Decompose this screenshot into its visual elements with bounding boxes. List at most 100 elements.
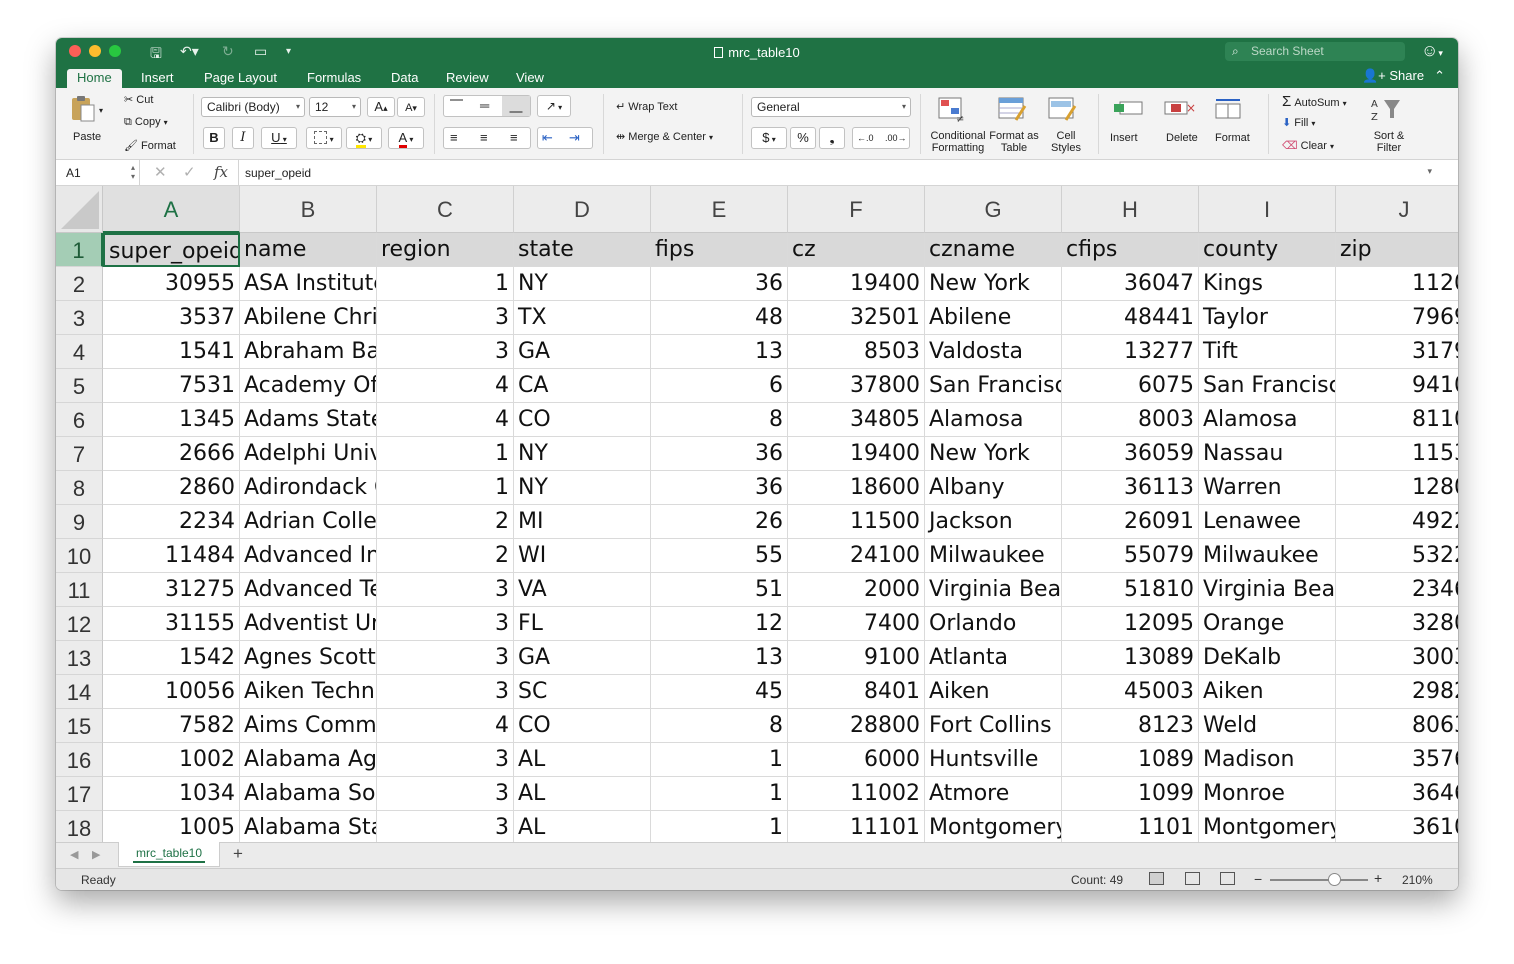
column-header-g[interactable]: G: [925, 186, 1062, 233]
table-cell[interactable]: Adrian Colleg: [240, 505, 377, 539]
fill-color-button[interactable]: ⛭ ▾: [346, 127, 382, 149]
table-cell[interactable]: Lenawee: [1199, 505, 1336, 539]
tab-review[interactable]: Review: [446, 70, 489, 85]
table-cell[interactable]: FL: [514, 607, 651, 641]
table-cell[interactable]: 13089: [1062, 641, 1199, 675]
table-cell[interactable]: 1541: [103, 335, 240, 369]
table-cell[interactable]: Jackson: [925, 505, 1062, 539]
zoom-in-button[interactable]: +: [1374, 870, 1383, 886]
table-cell[interactable]: 7400: [788, 607, 925, 641]
table-cell[interactable]: Nassau: [1199, 437, 1336, 471]
table-cell[interactable]: Montgomery: [1199, 811, 1336, 842]
comma-style-button[interactable]: ❟: [819, 127, 845, 149]
table-cell[interactable]: 36: [651, 437, 788, 471]
table-cell[interactable]: 36113: [1062, 471, 1199, 505]
previous-sheet-icon[interactable]: ◀: [70, 849, 79, 861]
table-cell[interactable]: TX: [514, 301, 651, 335]
table-cell[interactable]: San Francisco: [1199, 369, 1336, 403]
table-cell[interactable]: 28800: [788, 709, 925, 743]
delete-button[interactable]: Delete: [1166, 132, 1198, 144]
confirm-icon[interactable]: ✓: [183, 164, 196, 181]
table-cell[interactable]: 5322: [1336, 539, 1458, 573]
orientation-button[interactable]: ↗ ▾: [537, 95, 571, 117]
table-cell[interactable]: Monroe: [1199, 777, 1336, 811]
align-top-icon[interactable]: ⎺: [450, 98, 464, 113]
insert-function-button[interactable]: fx: [214, 163, 229, 181]
table-cell[interactable]: Advanced Ins: [240, 539, 377, 573]
select-all-button[interactable]: [56, 186, 103, 233]
row-header[interactable]: 6: [56, 403, 103, 437]
table-cell[interactable]: 8110: [1336, 403, 1458, 437]
row-header[interactable]: 15: [56, 709, 103, 743]
share-button[interactable]: 👤+ Share ⌃: [1362, 68, 1445, 83]
table-cell[interactable]: 11500: [788, 505, 925, 539]
table-cell[interactable]: Huntsville: [925, 743, 1062, 777]
table-cell[interactable]: 1: [377, 267, 514, 301]
table-cell[interactable]: 1101: [1062, 811, 1199, 842]
table-cell[interactable]: MI: [514, 505, 651, 539]
insert-cells-icon[interactable]: [1112, 96, 1143, 124]
italic-button[interactable]: I: [232, 127, 254, 149]
column-header-c[interactable]: C: [377, 186, 514, 233]
column-header-e[interactable]: E: [651, 186, 788, 233]
delete-cells-icon[interactable]: ×: [1163, 96, 1196, 124]
add-sheet-button[interactable]: +: [233, 844, 243, 863]
underline-button[interactable]: U ▾: [261, 127, 297, 149]
row-header[interactable]: 13: [56, 641, 103, 675]
save-icon[interactable]: 🖫: [150, 45, 162, 61]
table-cell[interactable]: 1034: [103, 777, 240, 811]
close-window-button[interactable]: [69, 45, 81, 57]
undo-icon[interactable]: ↶▾: [180, 43, 199, 59]
table-cell[interactable]: 31275: [103, 573, 240, 607]
column-header-a[interactable]: A: [103, 186, 240, 233]
header-cell[interactable]: cfips: [1062, 233, 1199, 267]
table-cell[interactable]: 48441: [1062, 301, 1199, 335]
table-cell[interactable]: 2: [377, 539, 514, 573]
table-cell[interactable]: 1542: [103, 641, 240, 675]
new-document-icon[interactable]: ▭: [254, 43, 268, 59]
table-cell[interactable]: 1: [651, 777, 788, 811]
table-cell[interactable]: 36047: [1062, 267, 1199, 301]
number-format-select[interactable]: General ▾: [751, 97, 911, 117]
table-cell[interactable]: Milwaukee: [925, 539, 1062, 573]
table-cell[interactable]: Academy Of A: [240, 369, 377, 403]
table-cell[interactable]: 45003: [1062, 675, 1199, 709]
table-cell[interactable]: 3: [377, 641, 514, 675]
increase-indent-icon[interactable]: ⇥: [569, 130, 580, 145]
table-cell[interactable]: 55: [651, 539, 788, 573]
format-as-table-button[interactable]: Format as Table: [989, 130, 1039, 154]
fill-button[interactable]: ⬇ Fill ▾: [1282, 117, 1316, 129]
increase-font-size-button[interactable]: A▴: [367, 97, 395, 117]
normal-view-icon[interactable]: [1149, 872, 1164, 885]
table-cell[interactable]: 3: [377, 743, 514, 777]
column-header-f[interactable]: F: [788, 186, 925, 233]
table-cell[interactable]: New York: [925, 437, 1062, 471]
format-painter-button[interactable]: 🖌 Format: [124, 140, 176, 152]
formula-input[interactable]: super_opeid ▾: [238, 160, 1438, 185]
feedback-smiley-icon[interactable]: ☺▾: [1421, 41, 1443, 60]
table-cell[interactable]: 32501: [788, 301, 925, 335]
table-cell[interactable]: 2000: [788, 573, 925, 607]
table-cell[interactable]: Virginia Beac: [1199, 573, 1336, 607]
table-cell[interactable]: 2234: [103, 505, 240, 539]
table-cell[interactable]: Aiken Techni: [240, 675, 377, 709]
table-cell[interactable]: SC: [514, 675, 651, 709]
table-cell[interactable]: 3576: [1336, 743, 1458, 777]
align-bottom-icon[interactable]: ⎽: [502, 96, 530, 116]
table-cell[interactable]: GA: [514, 335, 651, 369]
table-cell[interactable]: 45: [651, 675, 788, 709]
table-cell[interactable]: 8503: [788, 335, 925, 369]
table-cell[interactable]: Montgomery: [925, 811, 1062, 842]
table-cell[interactable]: 8: [651, 403, 788, 437]
table-cell[interactable]: 4: [377, 369, 514, 403]
table-cell[interactable]: 1005: [103, 811, 240, 842]
align-center-icon[interactable]: ≡: [480, 130, 488, 145]
table-cell[interactable]: 12: [651, 607, 788, 641]
table-cell[interactable]: Alabama Agri: [240, 743, 377, 777]
header-cell[interactable]: cz: [788, 233, 925, 267]
table-cell[interactable]: VA: [514, 573, 651, 607]
row-header[interactable]: 16: [56, 743, 103, 777]
conditional-formatting-icon[interactable]: ≠: [938, 96, 968, 125]
table-cell[interactable]: 3280: [1336, 607, 1458, 641]
table-cell[interactable]: 4: [377, 709, 514, 743]
